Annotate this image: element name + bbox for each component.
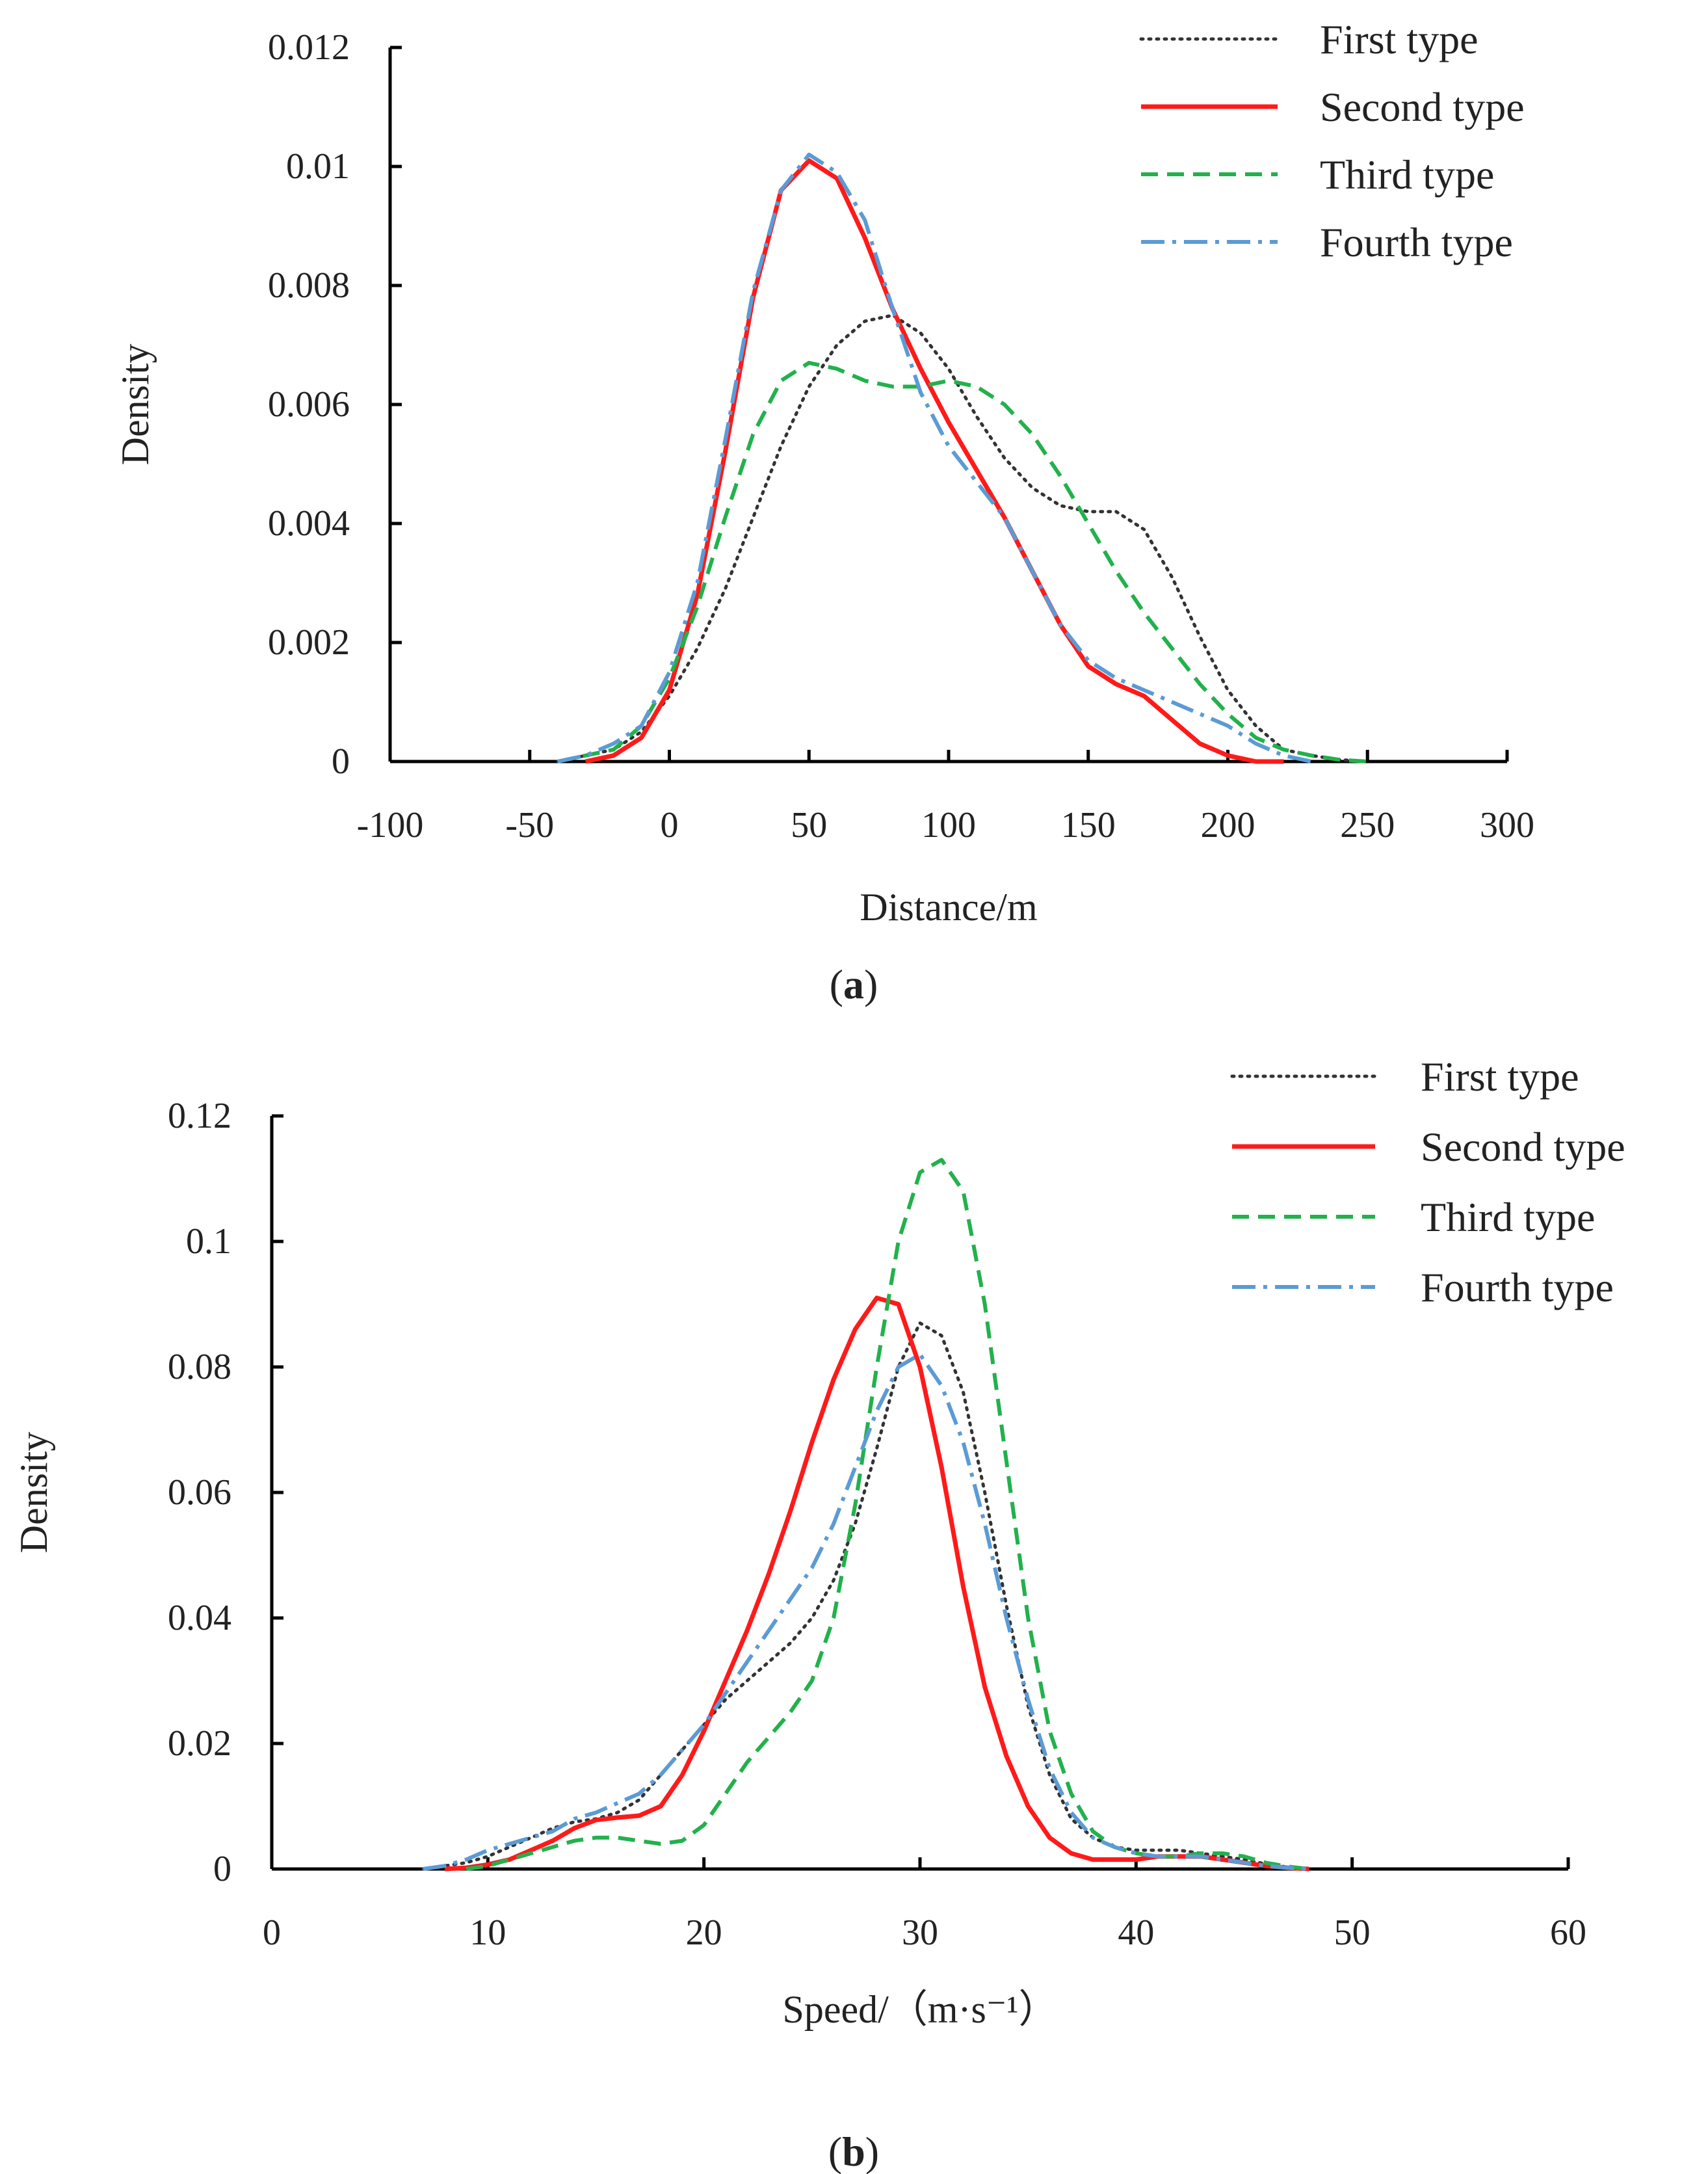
legend-label-first-type: First type [1421, 1054, 1579, 1100]
legend-label-second-type: Second type [1421, 1124, 1625, 1170]
x-tick-label: 20 [686, 1913, 722, 1953]
x-tick-label: 250 [1340, 805, 1395, 845]
y-tick-label: 0 [213, 1849, 231, 1889]
y-tick-label: 0.08 [168, 1347, 231, 1387]
x-tick-label: 300 [1480, 805, 1534, 845]
x-tick-label: 30 [902, 1913, 938, 1953]
y-tick-label: 0.012 [268, 27, 350, 68]
y-tick-label: 0 [332, 741, 350, 782]
series-line-first-type [421, 1321, 1311, 1871]
x-axis-label: Distance/m [860, 886, 1037, 929]
series-line-third-type [557, 360, 1368, 763]
x-tick-label: 0 [263, 1913, 281, 1953]
series-line-third-type [466, 1158, 1309, 1871]
y-tick-label: 0.12 [168, 1096, 231, 1136]
panel-label: (b) [828, 2128, 879, 2174]
legend: First type Second type Third type Fourth ty… [1230, 1054, 1625, 1310]
y-tick-label: 0.006 [268, 384, 350, 425]
chart-panel-b: 0 0.02 0.04 0.06 0.08 0.1 0.12 0 10 20 30 40 50 60 Spe… [12, 1054, 1625, 2174]
x-tick-label: 40 [1118, 1913, 1154, 1953]
legend-label-fourth-type: Fourth type [1320, 219, 1513, 265]
y-tick-label: 0.06 [168, 1472, 231, 1513]
series-line-second-type [585, 158, 1284, 764]
x-tick-label: 60 [1550, 1913, 1586, 1953]
x-tick-label: 100 [921, 805, 976, 845]
chart-panel-a: 0 0.002 0.004 0.006 0.008 0.01 0.012 -100 -50 0 50… [114, 16, 1534, 1007]
legend-label-third-type: Third type [1320, 152, 1494, 198]
series-line-fourth-type [557, 152, 1312, 763]
y-tick-label: 0.1 [186, 1221, 231, 1262]
legend: First type Second type Third type Fourth ty… [1139, 16, 1525, 265]
x-tick-label: 50 [1334, 1913, 1371, 1953]
x-tick-label: 0 [661, 805, 679, 845]
y-tick-label: 0.01 [286, 146, 350, 187]
y-axis-label: Density [114, 344, 157, 466]
series-line-second-type [444, 1295, 1309, 1872]
x-tick-label: -100 [357, 805, 424, 845]
legend-label-third-type: Third type [1421, 1194, 1595, 1240]
panel-label: (a) [830, 961, 878, 1007]
y-tick-label: 0.008 [268, 265, 350, 306]
x-axis-label: Speed/（m·s⁻¹） [783, 1988, 1058, 2031]
legend-label-first-type: First type [1320, 16, 1478, 62]
y-tick-label: 0.02 [168, 1723, 231, 1764]
y-tick-label: 0.04 [168, 1598, 231, 1638]
y-axis-label: Density [12, 1432, 55, 1554]
y-tick-label: 0.004 [268, 503, 350, 544]
y-tick-label: 0.002 [268, 622, 350, 663]
x-tick-label: 10 [469, 1913, 506, 1953]
series-line-first-type [556, 313, 1369, 763]
x-tick-label: 150 [1061, 805, 1116, 845]
x-tick-label: 50 [791, 805, 827, 845]
legend-label-second-type: Second type [1320, 84, 1525, 130]
x-tick-label: 200 [1201, 805, 1255, 845]
series-line-fourth-type [423, 1352, 1309, 1871]
x-tick-label: -50 [505, 805, 554, 845]
legend-label-fourth-type: Fourth type [1421, 1264, 1614, 1310]
